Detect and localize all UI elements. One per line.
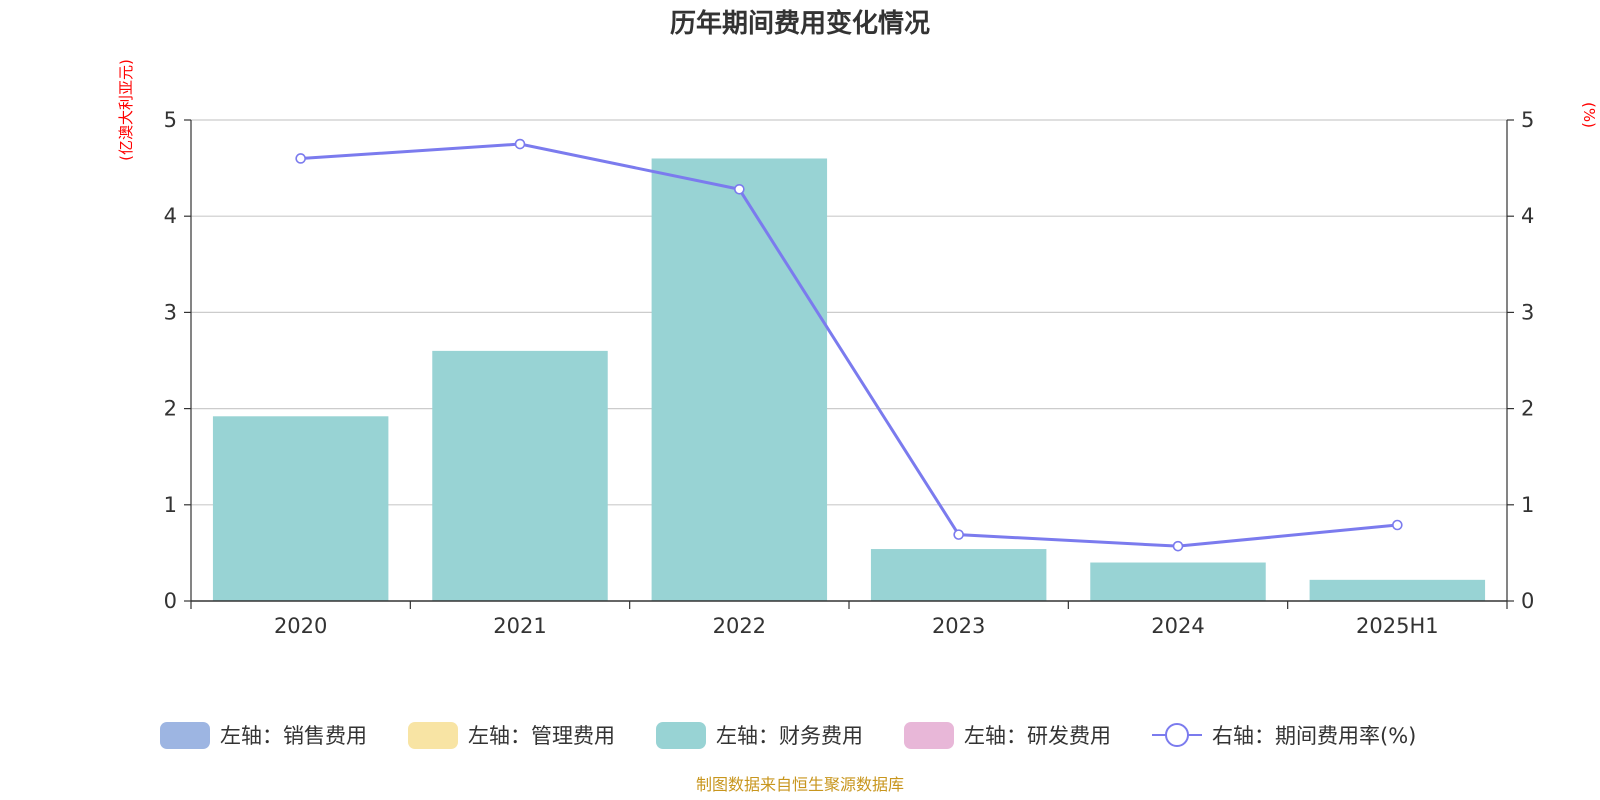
right-tick-label: 4: [1521, 204, 1534, 228]
bar: [870, 549, 1047, 601]
right-tick-label: 2: [1521, 397, 1534, 421]
x-tick-label: 2023: [932, 614, 985, 638]
legend-swatch: [160, 722, 210, 749]
left-tick-label: 1: [164, 493, 177, 517]
grid-lines: [191, 119, 1507, 506]
legend-label: 左轴：管理费用: [468, 724, 615, 748]
rate-point: [295, 153, 306, 164]
legend-item[interactable]: 左轴：管理费用: [408, 722, 615, 749]
left-tick-label: 2: [164, 397, 177, 421]
right-tick-label: 3: [1521, 300, 1534, 324]
x-tick-label: 2025H1: [1356, 614, 1439, 638]
right-tick-label: 5: [1521, 108, 1534, 132]
legend-item[interactable]: 右轴：期间费用率(%): [1152, 723, 1416, 748]
right-axis-unit: (%): [1580, 102, 1598, 128]
rate-point: [514, 138, 526, 150]
x-tick-label: 2020: [274, 614, 327, 638]
rate-point: [734, 183, 745, 195]
bar: [651, 158, 828, 602]
right-tick-label: 0: [1521, 589, 1534, 613]
right-tick-label: 1: [1521, 493, 1534, 517]
left-tick-label: 5: [164, 108, 177, 132]
bars: [212, 158, 1486, 602]
legend-label: 左轴：销售费用: [220, 724, 367, 748]
legend-label: 左轴：研发费用: [964, 724, 1111, 748]
legend-swatch: [904, 722, 954, 749]
left-tick-label: 3: [164, 300, 177, 324]
legend-item[interactable]: 左轴：财务费用: [656, 722, 863, 749]
bar: [1090, 562, 1266, 601]
bar: [1309, 579, 1486, 601]
x-tick-label: 2024: [1151, 614, 1204, 638]
bar: [432, 350, 608, 601]
left-axis-unit: (亿澳大利亚元): [117, 59, 135, 161]
x-tick-label: 2022: [713, 614, 766, 638]
left-tick-label: 4: [164, 204, 177, 228]
legend-swatch: [656, 722, 706, 749]
legend-item[interactable]: 左轴：销售费用: [160, 722, 367, 749]
rate-line: [295, 138, 1403, 552]
bar: [212, 416, 389, 601]
rate-point: [953, 529, 964, 540]
source-note: 制图数据来自恒生聚源数据库: [696, 775, 904, 794]
rate-point: [1392, 519, 1403, 531]
rate-line-path: [300, 142, 1398, 548]
rate-point: [1172, 540, 1184, 552]
legend-label: 左轴：财务费用: [716, 724, 863, 748]
legend-marker: [1165, 723, 1189, 747]
legend-label: 右轴：期间费用率(%): [1212, 724, 1416, 748]
left-tick-label: 0: [164, 589, 177, 613]
chart-title: 历年期间费用变化情况: [670, 8, 930, 39]
x-tick-label: 2021: [493, 614, 546, 638]
legend-swatch: [408, 722, 458, 749]
legend-item[interactable]: 左轴：研发费用: [904, 722, 1111, 749]
axes: 0 1 2 3 4 5 0 1 2 3 4 5 2020 2021 2022 2023 2024 2025H1: [164, 108, 1535, 638]
legend: 左轴：销售费用 左轴：管理费用 左轴：财务费用 左轴：研发费用 右轴：期间费用率(%): [160, 722, 1416, 749]
